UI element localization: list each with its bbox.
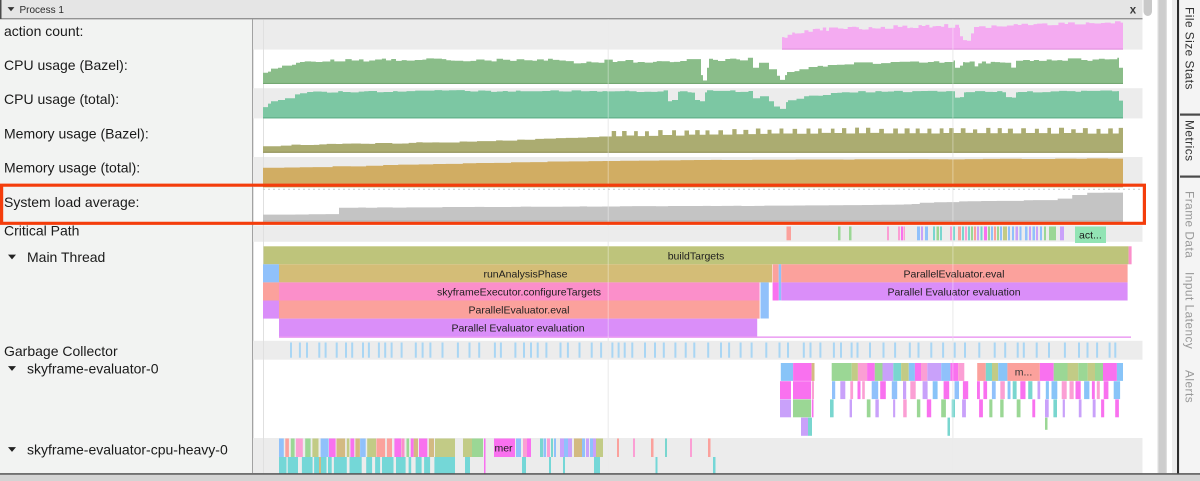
svg-text:skyframe-evaluator-cpu-heavy-0: skyframe-evaluator-cpu-heavy-0 (27, 442, 228, 458)
svg-text:Garbage Collector: Garbage Collector (4, 343, 118, 359)
svg-text:File Size Stats: File Size Stats (1182, 7, 1196, 90)
svg-text:System load average:: System load average: (4, 194, 139, 210)
svg-text:Alerts: Alerts (1182, 370, 1196, 403)
svg-text:skyframeExecutor.configureTarg: skyframeExecutor.configureTargets (437, 286, 601, 298)
svg-text:Process 1: Process 1 (20, 5, 65, 16)
svg-text:m...: m... (1015, 367, 1033, 379)
svg-text:Parallel Evaluator evaluation: Parallel Evaluator evaluation (451, 323, 584, 335)
svg-text:runAnalysisPhase: runAnalysisPhase (483, 268, 567, 280)
svg-text:buildTargets: buildTargets (668, 250, 725, 262)
svg-text:ParallelEvaluator.eval: ParallelEvaluator.eval (904, 268, 1005, 280)
svg-text:mer: mer (494, 443, 513, 455)
svg-text:Parallel Evaluator evaluation: Parallel Evaluator evaluation (887, 286, 1020, 298)
svg-text:act...: act... (1079, 230, 1102, 242)
svg-text:Main Thread: Main Thread (27, 249, 105, 265)
svg-text:x: x (1130, 5, 1137, 17)
svg-text:Input Latency: Input Latency (1182, 272, 1196, 349)
svg-text:action count:: action count: (4, 23, 83, 39)
svg-text:Frame Data: Frame Data (1182, 191, 1196, 258)
svg-text:CPU usage (Bazel):: CPU usage (Bazel): (4, 57, 128, 73)
svg-text:skyframe-evaluator-0: skyframe-evaluator-0 (27, 361, 159, 377)
svg-text:Critical Path: Critical Path (4, 223, 79, 239)
svg-text:Metrics: Metrics (1182, 120, 1196, 162)
svg-text:Memory usage (total):: Memory usage (total): (4, 160, 140, 176)
svg-text:ParallelEvaluator.eval: ParallelEvaluator.eval (469, 305, 570, 317)
svg-text:Memory usage (Bazel):: Memory usage (Bazel): (4, 126, 149, 142)
svg-text:CPU usage (total):: CPU usage (total): (4, 91, 119, 107)
